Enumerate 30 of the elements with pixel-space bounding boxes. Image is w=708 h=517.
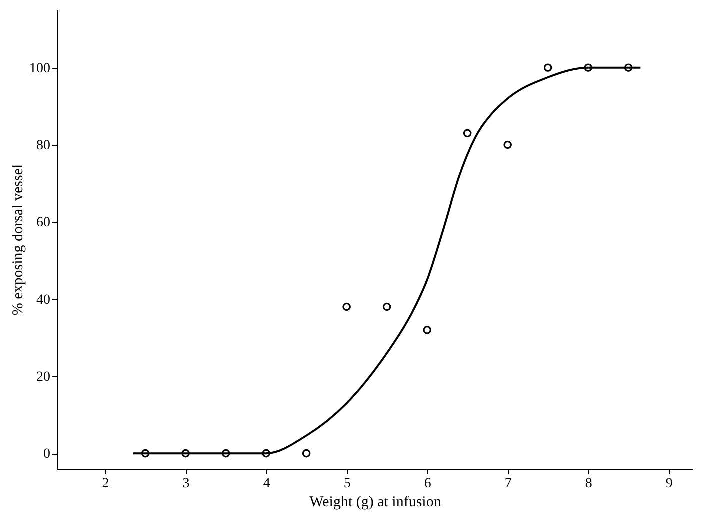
x-tick-label: 3 bbox=[182, 476, 190, 492]
point bbox=[342, 302, 351, 312]
point bbox=[423, 326, 432, 334]
point bbox=[463, 129, 472, 138]
point bbox=[182, 449, 190, 458]
x-tick-label: 5 bbox=[344, 476, 351, 492]
y-tick-label: 20 bbox=[36, 370, 50, 385]
x-tick-label: 8 bbox=[585, 476, 592, 492]
x-axis-title: Weight (g) at infusion bbox=[310, 494, 442, 510]
x-tick-label: 2 bbox=[102, 476, 110, 492]
point bbox=[504, 140, 512, 150]
y-tick-label: 80 bbox=[36, 138, 50, 154]
point bbox=[544, 64, 552, 72]
point bbox=[222, 449, 230, 458]
point bbox=[302, 449, 311, 458]
point bbox=[141, 449, 150, 458]
point bbox=[262, 449, 270, 458]
y-tick-label: 60 bbox=[36, 216, 50, 231]
y-axis-title: % exposing dorsal vessel bbox=[10, 164, 26, 316]
y-tick-label: 0 bbox=[44, 447, 50, 462]
x-tick-label: 4 bbox=[263, 476, 270, 492]
y-tick-label: 40 bbox=[36, 292, 50, 308]
x-tick-label: 7 bbox=[504, 476, 512, 492]
x-tick-label: 9 bbox=[666, 476, 673, 492]
point bbox=[382, 302, 392, 312]
point bbox=[624, 64, 633, 72]
y-tick-label: 100 bbox=[30, 61, 50, 76]
line-series bbox=[132, 66, 642, 455]
point bbox=[584, 64, 592, 72]
x-tick-label: 6 bbox=[424, 476, 432, 492]
